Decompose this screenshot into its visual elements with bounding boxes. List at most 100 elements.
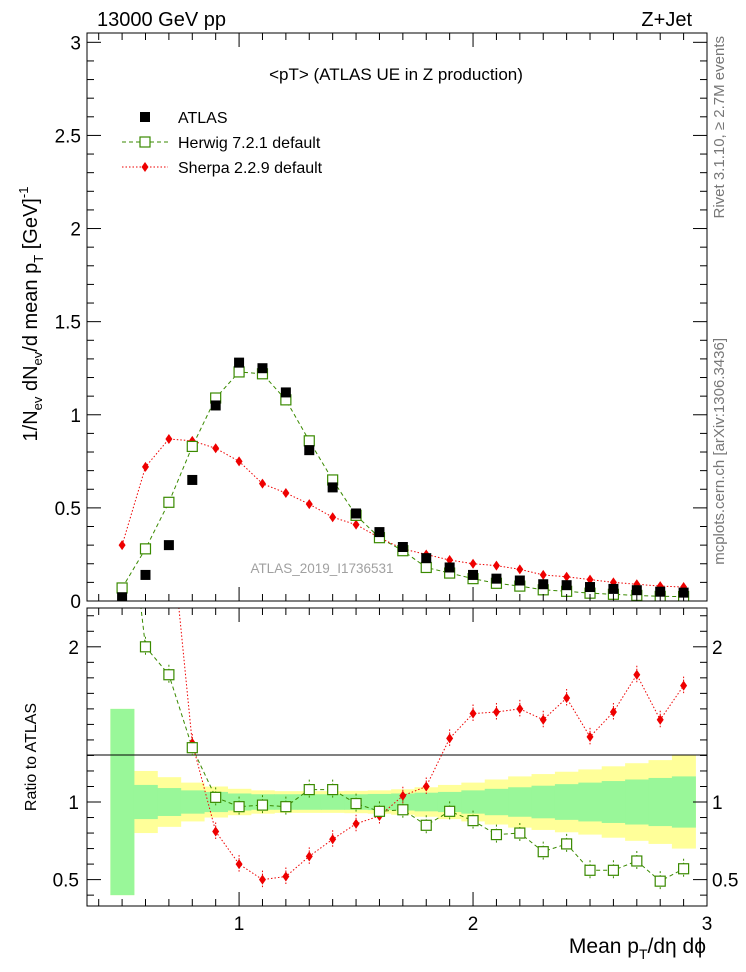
sherpa-point (492, 560, 500, 571)
main-y-tick-label: 2.5 (55, 126, 81, 147)
inner-band-bin (484, 788, 509, 816)
atlas-point (444, 562, 455, 573)
sherpa-ratio-point (258, 874, 266, 885)
atlas-point (280, 387, 291, 398)
atlas-point (187, 474, 198, 485)
inner-band-bin (133, 784, 158, 820)
herwig-ratio-point (280, 801, 292, 813)
atlas-point (374, 527, 385, 538)
inner-band-bin (180, 790, 205, 814)
inner-band-bin (531, 785, 556, 819)
sherpa-ratio-point (680, 680, 688, 691)
side-text-top: Rivet 3.1.10, ≥ 2.7M events (711, 36, 728, 219)
atlas-point (257, 363, 268, 374)
side-text-bottom: mcplots.cern.ch [arXiv:1306.3436] (711, 338, 728, 565)
herwig-ratio-point (678, 863, 690, 875)
legend-sherpa-marker (141, 162, 149, 172)
herwig-point (139, 543, 152, 555)
sherpa-ratio-point (516, 703, 524, 714)
herwig-ratio-point (444, 805, 456, 817)
sherpa-point (141, 461, 149, 472)
herwig-ratio-point (607, 864, 620, 876)
atlas-point (585, 582, 596, 593)
atlas-point (491, 573, 502, 584)
herwig-point (303, 435, 315, 447)
ratio-x-tick-label: 2 (468, 914, 479, 935)
atlas-point (140, 569, 151, 580)
herwig-ratio-point (373, 805, 386, 817)
sherpa-ratio-point (305, 851, 313, 862)
inner-band-bin (648, 777, 673, 827)
atlas-point (538, 579, 549, 590)
ratio-plot-frame (86, 607, 708, 907)
atlas-point (514, 575, 525, 586)
herwig-ratio-point (537, 846, 549, 858)
main-panel: 0 0.5 1 1.5 2 2.5 3 <pT> (ATLAS UE in Z produc… (16, 32, 708, 613)
sherpa-ratio-point (609, 706, 617, 717)
sherpa-point (212, 443, 220, 454)
header-left: 13000 GeV pp (97, 9, 226, 31)
herwig-ratio-point (256, 799, 269, 811)
sherpa-point (305, 499, 313, 510)
atlas-point (421, 553, 432, 564)
ratio-y-tick-label-right: 1 (712, 793, 723, 814)
sherpa-point (563, 571, 571, 582)
inner-band-bin (554, 784, 579, 820)
sherpa-ratio-point (422, 781, 430, 792)
sherpa-ratio-point (282, 871, 290, 882)
atlas-point (304, 445, 315, 456)
sherpa-ratio-point (586, 731, 594, 742)
herwig-point (163, 496, 175, 508)
inner-band-bin (461, 790, 486, 814)
main-series-lines (121, 371, 684, 598)
inner-band-bin (110, 708, 135, 896)
ratio-y-tick-label-right: 2 (712, 638, 723, 659)
herwig-ratio-point (490, 829, 503, 841)
atlas-point (327, 482, 338, 493)
sherpa-ratio-point (399, 790, 407, 801)
ratio-x-tick-label: 3 (702, 914, 713, 935)
herwig-ratio-point (210, 791, 222, 803)
header-right: Z+Jet (641, 9, 692, 31)
herwig-line (121, 371, 684, 598)
x-axis-label: Mean pT/dη dϕ (569, 935, 706, 962)
watermark: ATLAS_2019_I1736531 (250, 561, 393, 576)
main-y-tick-label: 1.5 (55, 313, 81, 334)
main-plot-frame (86, 32, 708, 602)
sherpa-ratio-point (352, 818, 360, 829)
sherpa-ratio-point (492, 706, 500, 717)
main-plot-title: <pT> (ATLAS UE in Z production) (269, 65, 523, 84)
inner-band-bin (508, 787, 533, 817)
main-y-tick-label: 0.5 (55, 499, 81, 520)
sherpa-ratio-point (563, 693, 571, 704)
main-y-tick-label: 2 (70, 220, 81, 241)
atlas-point (397, 541, 408, 552)
atlas-point (608, 583, 619, 594)
sherpa-point (352, 519, 360, 530)
inner-band-bin (671, 776, 696, 828)
ratio-x-tick-label: 1 (234, 914, 245, 935)
ratio-y-axis-label: Ratio to ATLAS (23, 703, 40, 811)
ratio-series-markers (117, 440, 690, 892)
herwig-ratio-point (514, 827, 526, 839)
herwig-ratio-point (139, 641, 152, 653)
atlas-point (351, 508, 362, 519)
legend-atlas-marker (140, 112, 150, 122)
herwig-ratio-point (117, 440, 127, 450)
atlas-point (655, 586, 666, 597)
herwig-ratio-point (397, 804, 409, 816)
herwig-point (116, 582, 128, 594)
inner-band-bin (625, 779, 650, 825)
sherpa-ratio-point (235, 859, 243, 870)
sherpa-point (282, 487, 290, 498)
sherpa-ratio-point (212, 826, 220, 837)
herwig-point (233, 366, 245, 378)
atlas-point (234, 357, 245, 368)
inner-band-bin (414, 792, 439, 812)
herwig-ratio-point (350, 797, 362, 810)
main-y-tick-label: 3 (70, 33, 81, 54)
sherpa-ratio-point (329, 834, 337, 845)
ratio-y-tick-label: 1 (68, 793, 79, 814)
inner-band-bin (601, 781, 626, 823)
